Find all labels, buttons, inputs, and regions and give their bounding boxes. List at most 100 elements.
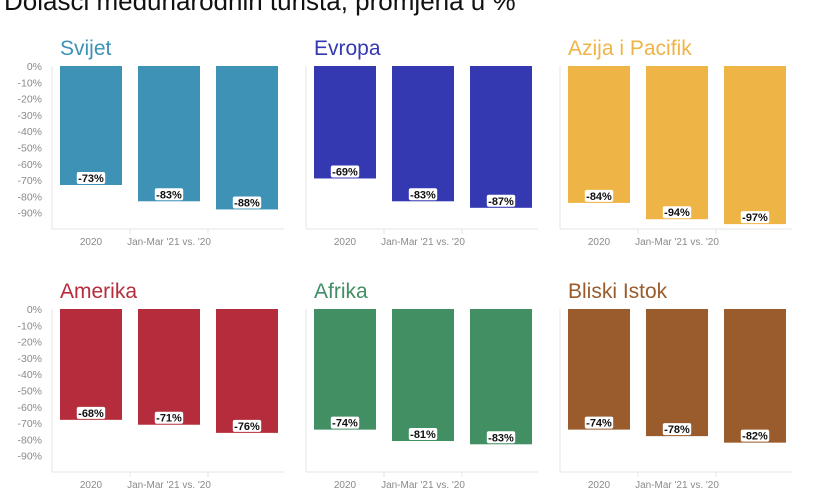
data-label-background: [154, 411, 184, 424]
panel-title: Evropa: [314, 37, 381, 60]
bar: [138, 309, 200, 425]
data-label-background: [662, 206, 692, 219]
chart-panel: Afrika -74% -81% -83% 2020 Jan-Mar '21 vs. '2…: [305, 280, 538, 491]
panel-title: Afrika: [314, 280, 368, 303]
data-label: -73%: [78, 173, 104, 185]
data-label: -71%: [156, 413, 182, 425]
data-label: -68%: [78, 408, 104, 420]
bar: [724, 66, 786, 225]
chart-panel: Azija i Pacifik -84% -94% -97% 2020 Jan-Mar '…: [559, 37, 792, 248]
data-label-background: [662, 423, 692, 436]
data-label: -83%: [410, 189, 436, 201]
data-label: -74%: [586, 418, 612, 430]
data-label: -97%: [742, 212, 768, 224]
data-label-background: [76, 171, 106, 184]
y-tick-label: -20%: [17, 337, 42, 349]
y-tick-label: -60%: [17, 402, 42, 414]
y-tick-label: -50%: [17, 386, 42, 398]
data-label: -83%: [488, 432, 514, 444]
y-tick-label: -50%: [17, 143, 42, 155]
y-tick-label: -80%: [17, 434, 42, 446]
panel-title: Bliski Istok: [568, 280, 668, 303]
data-label: -74%: [332, 418, 358, 430]
x-tick-label: 2020: [334, 237, 357, 248]
y-tick-label: -60%: [17, 159, 42, 171]
y-tick-label: -20%: [17, 94, 42, 106]
panel-title: Svijet: [60, 37, 112, 60]
y-tick-label: -40%: [17, 126, 42, 138]
bar: [138, 66, 200, 202]
bar: [568, 309, 630, 430]
bar: [470, 66, 532, 208]
y-tick-label: -40%: [17, 369, 42, 381]
data-label: -94%: [664, 207, 690, 219]
bar: [568, 66, 630, 203]
data-label: -84%: [586, 191, 612, 203]
bar: [314, 66, 376, 179]
x-tick-label: Jan-Mar '21 vs. '20: [381, 237, 465, 248]
data-label-background: [330, 165, 360, 178]
chart-panel: Svijet 0% -10% -20% -30% -40% -50% -60% -70% -80%…: [17, 37, 284, 248]
data-label: -87%: [488, 196, 514, 208]
y-tick-label: -70%: [17, 175, 42, 187]
x-tick-label: 2020: [334, 480, 357, 491]
chart-panel: Amerika 0% -10% -20% -30% -40% -50% -60% -70% -80…: [17, 280, 284, 491]
data-label-background: [408, 188, 438, 201]
data-label-background: [740, 429, 770, 442]
x-tick-label: Jan-Mar '21 vs. '20: [127, 237, 211, 248]
x-tick-label: 2020: [588, 480, 611, 491]
x-tick-label: Jan-Mar '21 vs. '20: [635, 237, 719, 248]
bar: [60, 309, 122, 420]
data-label-background: [232, 196, 262, 209]
y-tick-label: -90%: [17, 208, 42, 220]
x-tick-label: 2020: [588, 237, 611, 248]
y-tick-label: -70%: [17, 418, 42, 430]
data-label-background: [740, 211, 770, 224]
bar: [60, 66, 122, 185]
y-tick-label: 0%: [27, 304, 42, 316]
y-tick-label: -30%: [17, 353, 42, 365]
data-label: -69%: [332, 166, 358, 178]
chart-panel: Evropa -69% -83% -87% 2020 Jan-Mar '21 vs. '2…: [305, 37, 538, 248]
bar: [646, 66, 708, 220]
data-label-background: [154, 188, 184, 201]
x-tick-label: 2020: [80, 237, 103, 248]
data-label-background: [486, 431, 516, 444]
y-tick-label: -80%: [17, 191, 42, 203]
y-tick-label: 0%: [27, 61, 42, 73]
panel-title: Azija i Pacifik: [568, 37, 692, 60]
bar: [392, 309, 454, 442]
x-tick-label: Jan-Mar '21 vs. '20: [381, 480, 465, 491]
x-tick-label: 2020: [80, 480, 103, 491]
panel-title: Amerika: [60, 280, 137, 303]
y-tick-label: -90%: [17, 451, 42, 463]
x-tick-label: Jan-Mar '21 vs. '20: [127, 480, 211, 491]
bar: [470, 309, 532, 445]
x-tick-label: Jan-Mar '21 vs. '20: [635, 480, 719, 491]
data-label-background: [330, 416, 360, 429]
data-label: -81%: [410, 429, 436, 441]
data-label: -83%: [156, 189, 182, 201]
data-label-background: [232, 419, 262, 432]
data-label: -88%: [234, 197, 260, 209]
y-tick-label: -10%: [17, 77, 42, 89]
data-label-background: [76, 406, 106, 419]
bar: [392, 66, 454, 202]
bar: [724, 309, 786, 443]
data-label-background: [584, 416, 614, 429]
bar: [314, 309, 376, 430]
data-label-background: [408, 428, 438, 441]
data-label-background: [584, 189, 614, 202]
bar: [216, 66, 278, 210]
bar: [216, 309, 278, 433]
data-label: -76%: [234, 421, 260, 433]
data-label-background: [486, 194, 516, 207]
chart-panel: Bliski Istok -74% -78% -82% 2020 Jan-Mar '21 …: [559, 280, 792, 491]
data-label: -82%: [742, 431, 768, 443]
y-tick-label: -10%: [17, 320, 42, 332]
bar: [646, 309, 708, 437]
page-title: Dolasci međunarodnih turista, promjena u…: [4, 0, 516, 16]
y-tick-label: -30%: [17, 110, 42, 122]
data-label: -78%: [664, 424, 690, 436]
